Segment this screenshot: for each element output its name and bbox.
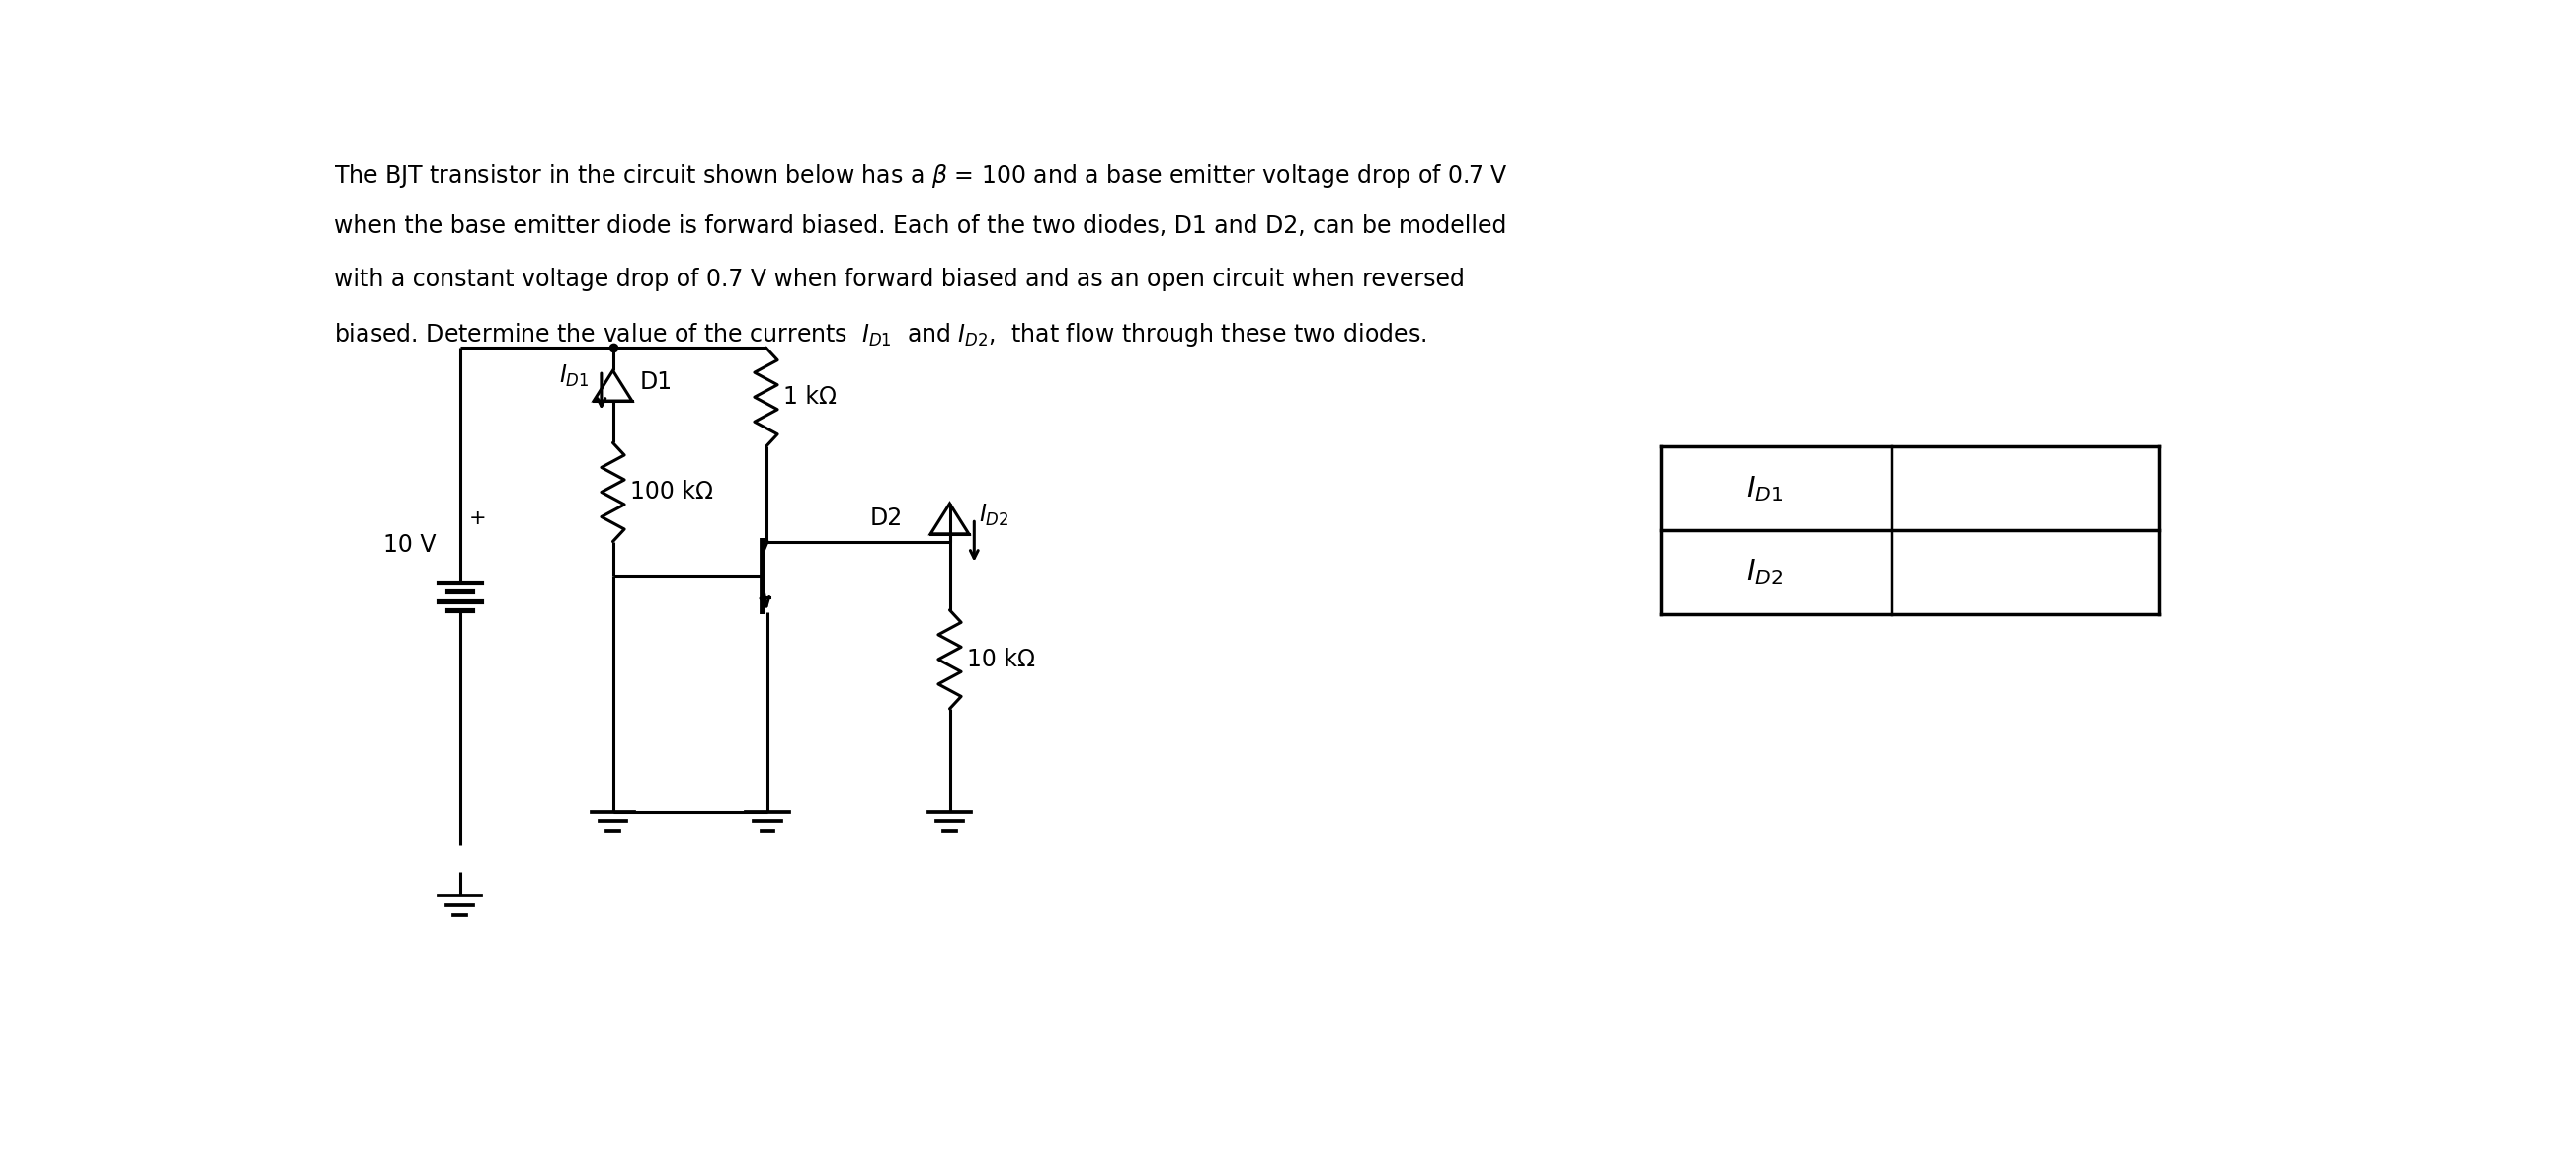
Text: $I_{D2}$: $I_{D2}$	[1747, 557, 1783, 586]
Text: 10 V: 10 V	[384, 534, 435, 557]
Text: $I_{D2}$: $I_{D2}$	[979, 502, 1010, 528]
Text: D1: D1	[639, 370, 672, 394]
Text: biased. Determine the value of the currents  $I_{D1}$  and $I_{D2}$,  that flow : biased. Determine the value of the curre…	[332, 321, 1427, 349]
Text: +: +	[469, 509, 487, 529]
Text: $I_{D1}$: $I_{D1}$	[1747, 474, 1783, 503]
Text: 100 kΩ: 100 kΩ	[629, 480, 714, 505]
Text: D2: D2	[868, 507, 902, 530]
Text: $I_{D1}$: $I_{D1}$	[559, 363, 590, 389]
Text: when the base emitter diode is forward biased. Each of the two diodes, D1 and D2: when the base emitter diode is forward b…	[332, 215, 1507, 238]
Text: The BJT transistor in the circuit shown below has a $\beta$ = 100 and a base emi: The BJT transistor in the circuit shown …	[332, 161, 1507, 189]
Text: with a constant voltage drop of 0.7 V when forward biased and as an open circuit: with a constant voltage drop of 0.7 V wh…	[332, 267, 1463, 292]
Text: 1 kΩ: 1 kΩ	[783, 385, 837, 409]
Text: 10 kΩ: 10 kΩ	[966, 647, 1036, 672]
